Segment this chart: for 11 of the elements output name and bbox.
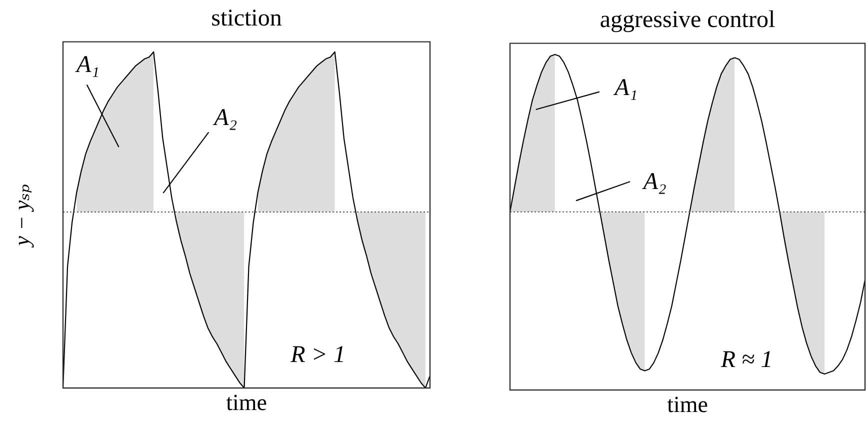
y-axis-title: y − yₛₚ <box>9 184 34 246</box>
annotation: A₁ <box>76 52 100 78</box>
chart-title: stiction <box>211 6 282 32</box>
chart-title: aggressive control <box>600 7 776 34</box>
annotation: R ≈ 1 <box>720 346 773 373</box>
annotation: A₂ <box>643 168 666 195</box>
x-axis-title: time <box>667 392 708 417</box>
x-axis-title: time <box>226 390 267 415</box>
annotation: R > 1 <box>290 342 346 368</box>
annotation: A₂ <box>214 104 238 131</box>
annotation: A₁ <box>614 75 638 102</box>
